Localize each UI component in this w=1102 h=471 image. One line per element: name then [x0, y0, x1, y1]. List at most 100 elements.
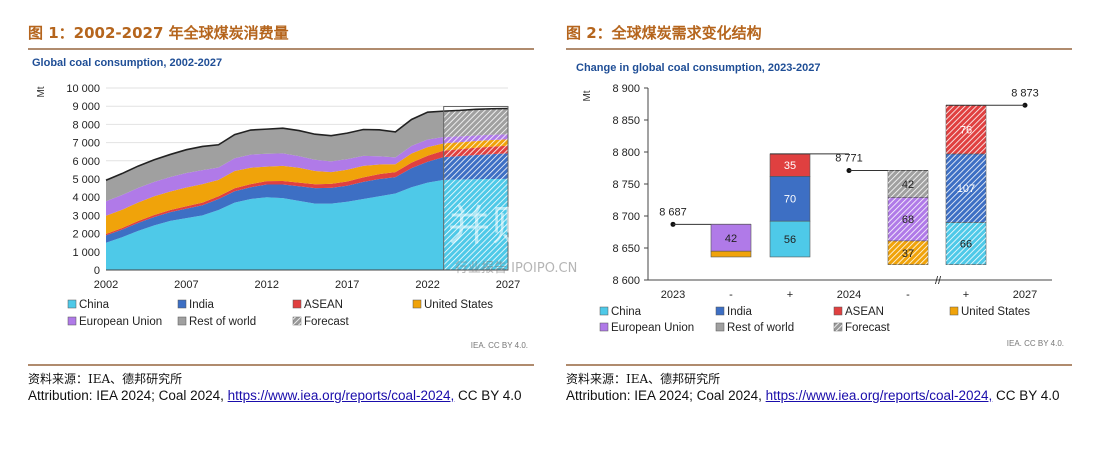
- bar-value-label: 42: [725, 233, 737, 245]
- area-china: [106, 178, 508, 270]
- area-india: [106, 153, 508, 243]
- y-tick-label: 8 900: [612, 83, 640, 95]
- legend-swatch: [292, 299, 302, 309]
- legend-item-asean: ASEAN: [833, 306, 884, 318]
- x-tick-label: -: [906, 289, 910, 301]
- legend-label: Forecast: [304, 316, 350, 328]
- x-tick-label: 2002: [94, 279, 118, 291]
- x-tick-label: 2027: [1013, 289, 1037, 301]
- chart-1-subtitle: Global coal consumption, 2002-2027: [32, 57, 222, 69]
- legend-item-forecast: Forecast: [833, 322, 891, 334]
- attribution-link[interactable]: https://www.iea.org/reports/coal-2024,: [227, 388, 455, 403]
- bar-hatch: [946, 222, 986, 265]
- total-label: 8 873: [1011, 87, 1039, 99]
- legend-item-rest-of-world: Rest of world: [177, 316, 256, 328]
- figure-2-heading: 图 2：全球煤炭需求变化结构: [566, 24, 762, 42]
- y-tick-label: 8 000: [72, 119, 100, 131]
- legend-label: China: [611, 306, 642, 318]
- attribution-license: CC BY 4.0: [454, 388, 522, 403]
- y-tick-label: 10 000: [66, 83, 100, 95]
- legend-label: ASEAN: [845, 306, 884, 318]
- y-tick-label: 8 750: [612, 179, 640, 191]
- legend-label: ASEAN: [304, 299, 343, 311]
- area-chart-svg: Global coal consumption, 2002-2027 0 1 00…: [32, 57, 528, 350]
- bar-hatch: [946, 105, 986, 154]
- bar-hatch: [888, 240, 928, 265]
- total-label: 8 771: [835, 153, 863, 165]
- chart-2-x-axis: // 2023 - +2024 - +2027: [648, 275, 1052, 301]
- bar-rect: [710, 250, 752, 258]
- figure-2-top-rule: [566, 48, 1072, 50]
- legend-item-united-states: United States: [949, 306, 1030, 318]
- legend-label: European Union: [79, 316, 162, 328]
- legend-label: United States: [961, 306, 1030, 318]
- chart-2-subtitle: Change in global coal consumption, 2023-…: [576, 62, 821, 74]
- legend-item-rest-of-world: Rest of world: [715, 322, 794, 334]
- chart-1-legend: China India ASEAN United States European Uni…: [67, 299, 493, 328]
- x-tick-label: 2007: [174, 279, 198, 291]
- forecast-hatch-china: [443, 178, 508, 270]
- x-tick-label: 2022: [415, 279, 439, 291]
- figure-1-heading: 图 1：2002-2027 年全球煤炭消费量: [28, 24, 289, 42]
- legend-swatch: [599, 306, 609, 316]
- y-tick-label: 4 000: [72, 192, 100, 204]
- bar-value-label: 68: [902, 214, 914, 226]
- x-tick-label: +: [787, 289, 793, 301]
- bar-hatch: [888, 197, 928, 241]
- chart-2-ylabel: Mt: [582, 90, 593, 101]
- legend-swatch: [67, 316, 77, 326]
- x-tick-label: 2023: [661, 289, 685, 301]
- chart-1-ylabel: Mt: [36, 86, 47, 97]
- attribution-link[interactable]: https://www.iea.org/reports/coal-2024,: [765, 388, 993, 403]
- area-united-states: [106, 139, 508, 234]
- legend-item-asean: ASEAN: [292, 299, 343, 311]
- chart-2-bars: 8 687 8 771 8 873 42 56 70 35 42 68 37 66 107 76: [659, 87, 1039, 265]
- figure-1-top-rule: [28, 48, 534, 50]
- x-tick-label: 2027: [496, 279, 520, 291]
- legend-swatch: [715, 322, 725, 332]
- bar-segment-india: 107: [945, 153, 987, 223]
- waterfall-chart-svg: Change in global coal consumption, 2023-…: [576, 62, 1064, 348]
- chart-2-credit: IEA. CC BY 4.0.: [1007, 339, 1064, 348]
- figure-2-attribution: Attribution: IEA 2024; Coal 2024, https:…: [566, 388, 1086, 404]
- legend-label: Rest of world: [189, 316, 256, 328]
- y-tick-label: 8 800: [612, 147, 640, 159]
- legend-item-united-states: United States: [412, 299, 493, 311]
- figure-1-panel: 图 1：2002-2027 年全球煤炭消费量 Global coal consu…: [0, 0, 548, 471]
- y-tick-label: 8 700: [612, 211, 640, 223]
- y-tick-label: 8 850: [612, 115, 640, 127]
- bar-hatch: [888, 170, 928, 198]
- attribution-license: CC BY 4.0: [992, 388, 1060, 403]
- chart-1-y-axis: 0 1 000 2 000 3 000 4 000 5 000 6 000 7 000 8 00…: [66, 83, 100, 277]
- watermark-logo: 并购家: [448, 201, 581, 250]
- bar-segment-china: 56: [769, 220, 811, 258]
- figure-2-bottom-rule: [566, 364, 1072, 366]
- y-tick-label: 6 000: [72, 156, 100, 168]
- bar-segment-india: 70: [769, 176, 811, 222]
- legend-label: India: [727, 306, 753, 318]
- bar-value-label: 107: [957, 183, 975, 195]
- attribution-text: Attribution: IEA 2024; Coal 2024,: [566, 388, 766, 403]
- bar-value-label: 66: [960, 239, 972, 251]
- legend-swatch: [177, 316, 187, 326]
- legend-swatch: [412, 299, 422, 309]
- legend-swatch: [177, 299, 187, 309]
- y-tick-label: 9 000: [72, 101, 100, 113]
- legend-swatch: [833, 306, 843, 316]
- legend-item-european-union: European Union: [67, 316, 162, 328]
- y-tick-label: 7 000: [72, 138, 100, 150]
- bar-value-label: 70: [784, 194, 796, 206]
- legend-label: China: [79, 299, 110, 311]
- chart-2-y-axis: 8 600 8 650 8 700 8 750 8 800 8 850 8 900: [612, 83, 649, 287]
- attribution-text: Attribution: IEA 2024; Coal 2024,: [28, 388, 228, 403]
- forecast-hatch-asean: [443, 145, 508, 158]
- bar-hatch: [946, 153, 986, 223]
- axis-break-mark: //: [935, 275, 942, 287]
- figure-2-source: 资料来源：IEA、德邦研究所: [566, 372, 721, 386]
- figure-1-source: 资料来源：IEA、德邦研究所: [28, 372, 183, 386]
- legend-swatch-hatch: [834, 323, 842, 331]
- bar-value-label: 76: [960, 125, 972, 137]
- x-tick-label: 2024: [837, 289, 861, 301]
- y-tick-label: 1 000: [72, 247, 100, 259]
- chart-1-x-axis: 2002 2007 2012 2017 2022 2027: [94, 269, 520, 291]
